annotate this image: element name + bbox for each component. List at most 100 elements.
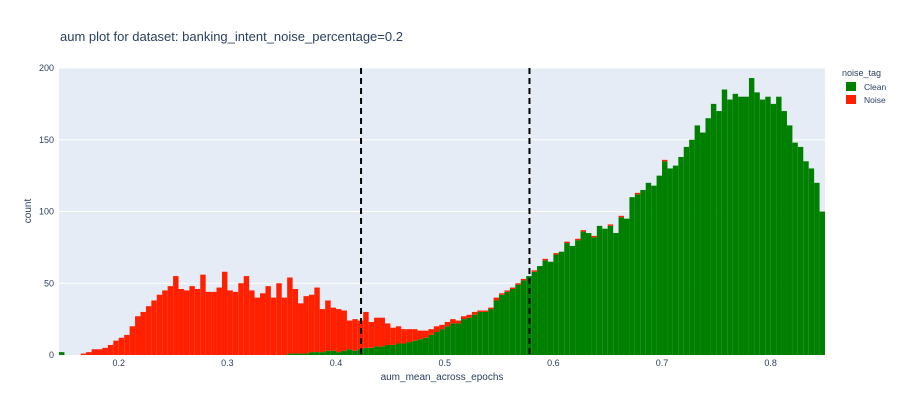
bar-clean[interactable]	[710, 103, 717, 355]
bar-noise[interactable]	[281, 297, 288, 355]
bar-clean[interactable]	[542, 260, 548, 355]
bar-noise[interactable]	[341, 310, 347, 351]
bar-noise[interactable]	[488, 307, 494, 310]
bar-noise[interactable]	[368, 321, 375, 348]
bar-clean[interactable]	[395, 343, 402, 355]
bar-noise[interactable]	[135, 316, 141, 355]
bar-noise[interactable]	[227, 290, 233, 355]
bar-clean[interactable]	[738, 96, 744, 355]
bar-clean[interactable]	[759, 99, 766, 355]
bar-clean[interactable]	[417, 339, 423, 355]
bar-clean[interactable]	[526, 276, 532, 355]
bar-clean[interactable]	[640, 189, 646, 355]
legend-item-clean[interactable]: Clean	[846, 82, 886, 92]
bar-clean[interactable]	[330, 350, 337, 355]
bar-clean[interactable]	[352, 350, 358, 355]
bar-noise[interactable]	[412, 329, 418, 341]
bar-noise[interactable]	[477, 310, 483, 312]
bar-clean[interactable]	[656, 175, 663, 355]
bar-clean[interactable]	[678, 156, 684, 355]
bar-noise[interactable]	[504, 290, 510, 292]
bar-noise[interactable]	[298, 303, 304, 354]
bar-noise[interactable]	[156, 294, 163, 355]
legend-item-noise[interactable]: Noise	[846, 95, 886, 105]
bar-noise[interactable]	[428, 329, 434, 335]
bar-clean[interactable]	[547, 261, 554, 355]
bar-noise[interactable]	[232, 291, 239, 355]
bar-clean[interactable]	[515, 284, 521, 355]
bar-noise[interactable]	[531, 270, 538, 272]
bar-noise[interactable]	[200, 274, 206, 355]
bar-noise[interactable]	[471, 311, 478, 315]
bar-noise[interactable]	[493, 297, 500, 301]
bar-clean[interactable]	[776, 96, 782, 355]
bar-clean[interactable]	[314, 352, 320, 355]
bar-clean[interactable]	[390, 344, 396, 355]
bar-clean[interactable]	[558, 251, 565, 355]
bar-clean[interactable]	[287, 353, 293, 355]
bar-clean[interactable]	[374, 346, 380, 355]
bar-clean[interactable]	[613, 233, 619, 355]
bar-clean[interactable]	[346, 349, 353, 355]
bar-clean[interactable]	[808, 168, 815, 355]
bar-noise[interactable]	[189, 286, 195, 355]
bar-noise[interactable]	[118, 337, 125, 355]
bar-noise[interactable]	[461, 316, 467, 320]
bar-noise[interactable]	[564, 241, 570, 244]
bar-noise[interactable]	[433, 326, 440, 333]
bar-noise[interactable]	[102, 347, 108, 355]
bar-clean[interactable]	[792, 142, 798, 355]
bar-clean[interactable]	[422, 337, 429, 355]
bar-noise[interactable]	[308, 294, 315, 353]
bar-noise[interactable]	[580, 230, 586, 232]
bar-noise[interactable]	[390, 327, 396, 345]
bar-clean[interactable]	[819, 211, 825, 356]
bar-noise[interactable]	[346, 320, 353, 350]
bar-clean[interactable]	[461, 319, 467, 355]
bar-clean[interactable]	[509, 288, 516, 355]
bar-clean[interactable]	[298, 353, 304, 355]
bar-noise[interactable]	[515, 283, 521, 285]
bar-noise[interactable]	[455, 320, 462, 324]
bar-clean[interactable]	[401, 343, 407, 355]
bar-clean[interactable]	[814, 182, 820, 355]
bar-clean[interactable]	[623, 218, 630, 355]
bar-noise[interactable]	[162, 290, 168, 355]
bar-clean[interactable]	[803, 161, 809, 355]
bar-noise[interactable]	[249, 290, 255, 355]
bar-clean[interactable]	[700, 132, 706, 355]
bar-noise[interactable]	[591, 235, 597, 238]
bar-clean[interactable]	[433, 332, 440, 355]
bar-noise[interactable]	[178, 288, 184, 355]
bar-clean[interactable]	[629, 197, 635, 355]
bar-noise[interactable]	[357, 320, 364, 350]
bar-noise[interactable]	[238, 283, 244, 355]
bar-noise[interactable]	[575, 238, 581, 241]
bar-noise[interactable]	[325, 300, 331, 351]
bar-clean[interactable]	[602, 228, 608, 355]
bar-noise[interactable]	[634, 192, 641, 195]
bar-noise[interactable]	[243, 276, 250, 355]
bar-noise[interactable]	[260, 293, 266, 355]
bar-noise[interactable]	[107, 344, 114, 355]
bar-clean[interactable]	[308, 352, 315, 355]
bar-noise[interactable]	[330, 307, 337, 351]
bar-clean[interactable]	[651, 185, 657, 355]
bar-clean[interactable]	[721, 89, 728, 356]
bar-noise[interactable]	[80, 353, 87, 355]
bar-clean[interactable]	[379, 346, 385, 355]
bar-noise[interactable]	[662, 159, 668, 162]
bar-noise[interactable]	[265, 286, 271, 355]
bar-clean[interactable]	[575, 240, 581, 355]
bar-noise[interactable]	[221, 271, 228, 355]
bar-noise[interactable]	[194, 288, 201, 355]
bar-clean[interactable]	[384, 344, 391, 355]
bar-noise[interactable]	[173, 276, 179, 355]
bar-clean[interactable]	[488, 309, 494, 355]
bar-clean[interactable]	[499, 294, 505, 355]
bar-clean[interactable]	[450, 323, 456, 355]
bar-clean[interactable]	[786, 125, 793, 356]
bar-clean[interactable]	[743, 96, 749, 355]
bar-noise[interactable]	[542, 258, 548, 261]
bar-clean[interactable]	[591, 237, 597, 355]
